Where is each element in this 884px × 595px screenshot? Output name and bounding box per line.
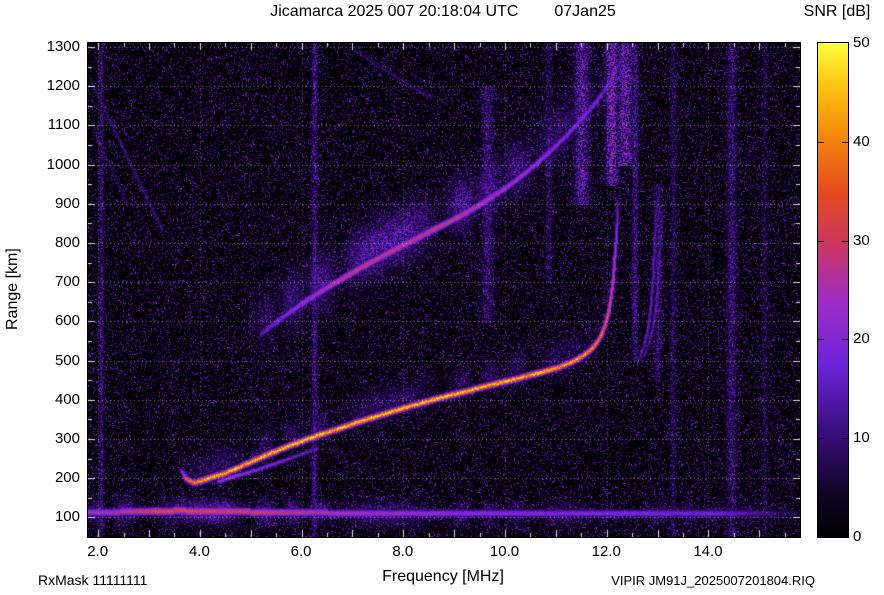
colorbar-tick-label: 50 bbox=[853, 34, 870, 51]
colorbar-tick-label: 30 bbox=[853, 231, 870, 249]
colorbar-tick bbox=[818, 438, 824, 439]
y-tick-label: 700 bbox=[54, 273, 80, 291]
x-tick-label: 2.0 bbox=[87, 543, 109, 560]
colorbar-tick bbox=[818, 241, 824, 242]
y-tick-label: 400 bbox=[54, 390, 80, 408]
y-tick-label: 500 bbox=[54, 351, 80, 369]
colorbar-tick bbox=[818, 339, 824, 340]
y-tick-label: 1100 bbox=[47, 116, 80, 134]
colorbar-tick bbox=[818, 142, 824, 143]
ionogram-canvas bbox=[88, 43, 800, 537]
y-tick-label: 600 bbox=[54, 312, 80, 330]
colorbar-title: SNR [dB] bbox=[803, 3, 871, 20]
x-tick-label: 4.0 bbox=[188, 543, 210, 560]
y-tick-label: 900 bbox=[54, 194, 80, 212]
y-tick-label: 1000 bbox=[46, 155, 80, 173]
y-tick-label: 200 bbox=[54, 469, 80, 487]
colorbar-tick bbox=[842, 241, 848, 242]
x-tick-label: 8.0 bbox=[392, 543, 414, 560]
x-tick-label: 12.0 bbox=[591, 543, 621, 560]
x-axis-title: Frequency [MHz] bbox=[382, 568, 504, 585]
rxmask-label: RxMask 11111111 bbox=[38, 572, 148, 588]
y-tick-label: 300 bbox=[54, 429, 80, 447]
page-title: Jicamarca 2025 007 20:18:04 UTC bbox=[270, 3, 519, 20]
colorbar-tick-label: 0 bbox=[853, 528, 862, 545]
colorbar-gradient bbox=[818, 43, 848, 537]
colorbar bbox=[817, 42, 849, 538]
colorbar-tick bbox=[842, 142, 848, 143]
colorbar-tick bbox=[842, 438, 848, 439]
x-tick-label: 6.0 bbox=[290, 543, 312, 560]
y-axis-title: Range [km] bbox=[4, 248, 21, 330]
title-row: Jicamarca 2025 007 20:18:04 UTC 07Jan25 bbox=[87, 3, 799, 21]
x-tick-label: 14.0 bbox=[693, 543, 723, 560]
colorbar-tick bbox=[842, 339, 848, 340]
y-tick-label: 800 bbox=[54, 233, 80, 251]
y-tick-label: 100 bbox=[54, 508, 80, 526]
x-tick-label: 10.0 bbox=[489, 543, 520, 560]
date-label: 07Jan25 bbox=[554, 3, 616, 20]
y-tick-label: 1200 bbox=[46, 77, 80, 95]
colorbar-tick-label: 10 bbox=[853, 429, 870, 447]
colorbar-tick-label: 40 bbox=[853, 132, 870, 150]
file-label: VIPIR JM91J_2025007201804.RIQ bbox=[611, 573, 815, 588]
y-tick-label: 1300 bbox=[46, 37, 80, 55]
ionogram-plot bbox=[87, 42, 801, 538]
colorbar-tick-label: 20 bbox=[853, 330, 870, 348]
